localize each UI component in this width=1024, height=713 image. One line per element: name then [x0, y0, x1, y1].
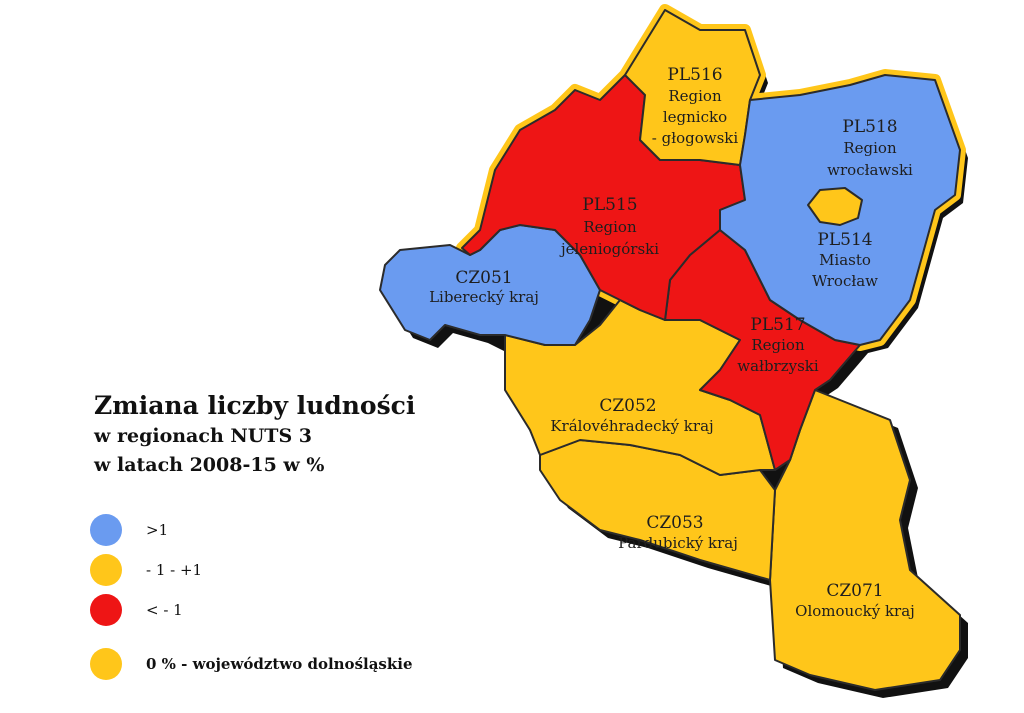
legend-swatch-high: [90, 514, 122, 546]
svg-text:Miasto: Miasto: [819, 251, 871, 269]
svg-text:CZ051: CZ051: [455, 268, 512, 288]
svg-text:- głogowski: - głogowski: [652, 129, 739, 147]
label-cz052: CZ052 Královéhradecký kraj: [550, 396, 713, 435]
svg-text:Královéhradecký kraj: Královéhradecký kraj: [550, 417, 713, 435]
svg-text:Region: Region: [843, 139, 897, 157]
legend-item-low: < - 1: [90, 593, 183, 627]
label-pl517: PL517 Region wałbrzyski: [737, 315, 819, 375]
legend-item-high: >1: [90, 513, 168, 547]
legend-title-line3: w latach 2008-15 w %: [94, 454, 325, 476]
label-cz051: CZ051 Liberecký kraj: [429, 268, 539, 306]
svg-text:PL515: PL515: [582, 195, 637, 215]
svg-text:Pardubický kraj: Pardubický kraj: [618, 534, 738, 552]
label-cz071: CZ071 Olomoucký kraj: [795, 581, 915, 620]
svg-text:Region: Region: [751, 336, 805, 354]
legend-title-line1: Zmiana liczby ludności: [94, 391, 416, 420]
svg-text:CZ052: CZ052: [599, 396, 656, 416]
svg-text:CZ053: CZ053: [646, 513, 703, 533]
legend-swatch-voivodeship: [90, 648, 122, 680]
legend-swatch-low: [90, 594, 122, 626]
svg-text:wrocławski: wrocławski: [827, 161, 913, 179]
svg-text:legnicko: legnicko: [663, 108, 727, 126]
label-pl515: PL515 Region jeleniogórski: [559, 195, 659, 258]
svg-text:PL516: PL516: [667, 65, 722, 85]
svg-text:CZ071: CZ071: [826, 581, 883, 601]
label-pl514: PL514 Miasto Wrocław: [812, 230, 878, 290]
svg-text:Liberecký kraj: Liberecký kraj: [429, 288, 539, 306]
svg-text:PL514: PL514: [817, 230, 872, 250]
svg-text:Region: Region: [668, 87, 722, 105]
legend-title-line2: w regionach NUTS 3: [94, 425, 312, 447]
legend-label-voivodeship: 0 % - województwo dolnośląskie: [146, 655, 413, 673]
svg-text:Region: Region: [583, 218, 637, 236]
svg-text:Wrocław: Wrocław: [812, 272, 878, 290]
legend-label-high: >1: [146, 521, 169, 539]
svg-text:wałbrzyski: wałbrzyski: [737, 357, 819, 375]
legend-label-mid: - 1 - +1: [146, 561, 203, 579]
svg-text:PL517: PL517: [750, 315, 805, 335]
label-pl516: PL516 Region legnicko - głogowski: [652, 65, 739, 147]
legend-item-voivodeship: 0 % - województwo dolnośląskie: [90, 647, 413, 681]
legend-label-low: < - 1: [146, 601, 183, 619]
legend-item-mid: - 1 - +1: [90, 553, 202, 587]
svg-text:jeleniogórski: jeleniogórski: [559, 240, 659, 258]
region-cz071[interactable]: [769, 389, 961, 691]
label-cz053: CZ053 Pardubický kraj: [618, 513, 738, 552]
legend-title: Zmiana liczby ludności w regionach NUTS …: [94, 390, 415, 480]
legend-swatch-mid: [90, 554, 122, 586]
region-pl514[interactable]: [807, 187, 863, 226]
label-pl518: PL518 Region wrocławski: [827, 117, 913, 179]
svg-text:Olomoucký kraj: Olomoucký kraj: [795, 602, 915, 620]
svg-text:PL518: PL518: [842, 117, 897, 137]
